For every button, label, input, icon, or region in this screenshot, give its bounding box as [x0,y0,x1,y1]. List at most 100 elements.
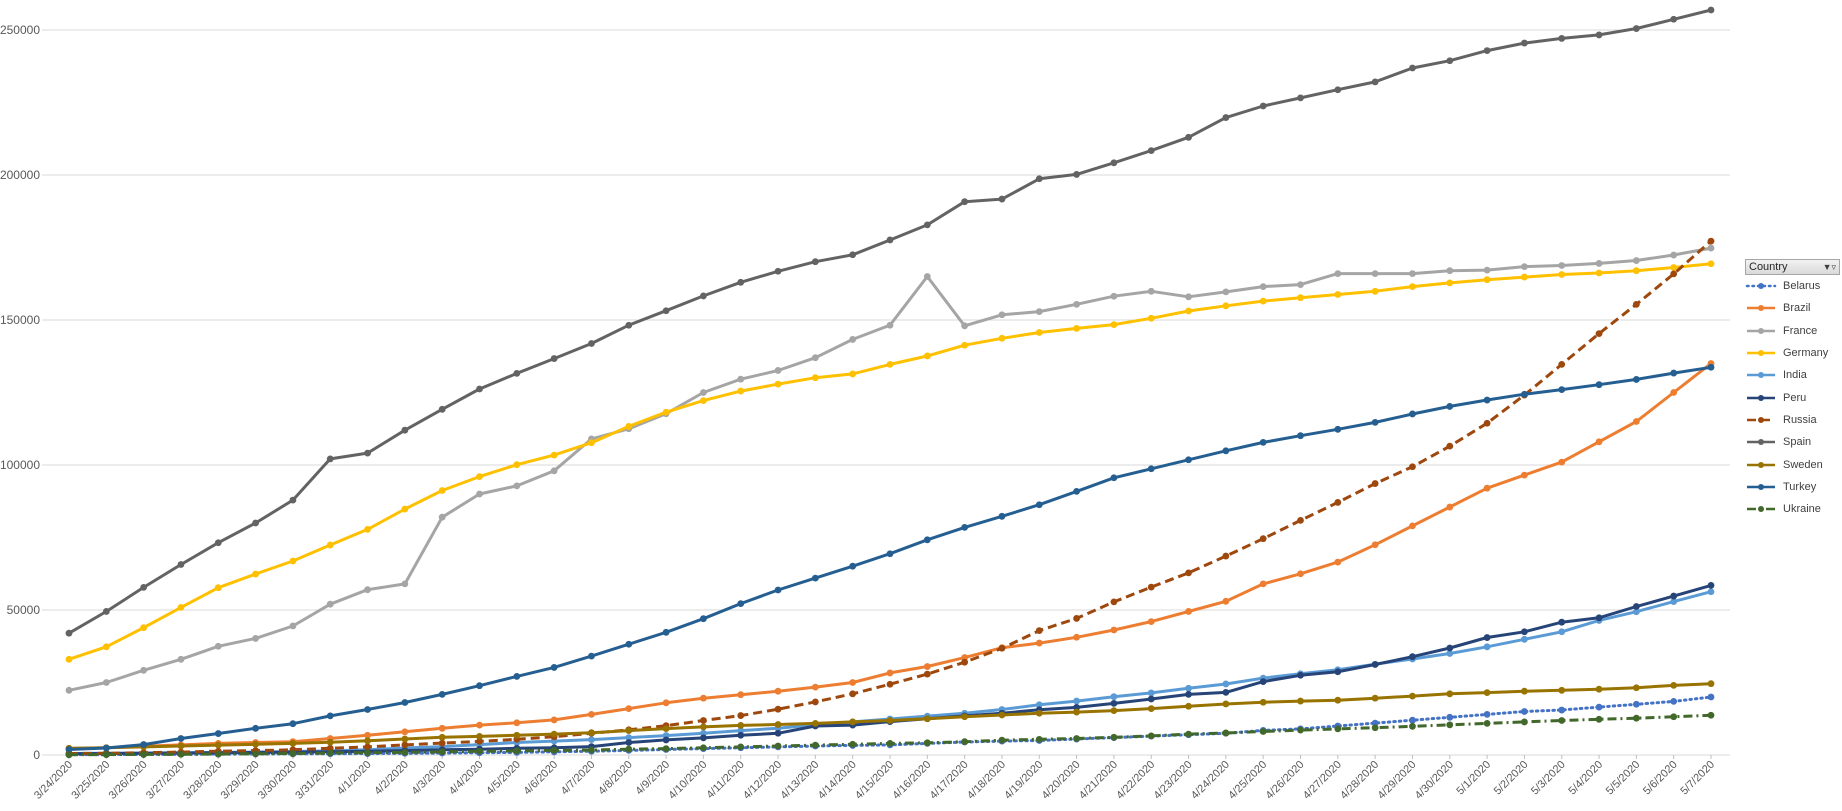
data-point [1521,263,1528,271]
data-point [1707,237,1715,245]
data-point [588,340,595,347]
x-tick-label: 4/17/2020 [928,759,971,802]
x-tick-label: 4/23/2020 [1152,759,1195,802]
data-point [1558,686,1566,694]
data-point [1707,680,1715,688]
data-point [774,721,782,728]
legend-item-peru[interactable]: Peru [1745,386,1840,408]
data-point [177,561,185,568]
data-point [1334,668,1342,676]
data-point [923,739,931,747]
data-point [1110,292,1118,300]
data-point [1371,661,1379,668]
data-point [1446,721,1454,729]
data-point [326,600,334,608]
data-point [550,467,558,475]
data-point [700,389,707,396]
legend-swatch [1747,416,1775,423]
y-axis-ticks: 0 50000 100000 150000 200000 250000 [0,23,40,762]
legend-swatch [1747,350,1775,357]
data-point [998,644,1006,652]
data-point [1670,270,1678,278]
legend-item-turkey[interactable]: Turkey [1745,476,1840,498]
data-point [1409,270,1416,277]
data-point [289,750,297,757]
data-point [662,725,670,733]
data-point [1110,733,1118,741]
data-point [65,751,73,759]
x-tick-label: 4/15/2020 [853,759,896,802]
data-point [1595,381,1603,389]
x-tick-label: 3/29/2020 [219,759,262,802]
data-point [1521,273,1528,281]
data-point [1521,39,1528,47]
legend-item-france[interactable]: France [1745,320,1840,342]
data-point [1185,608,1192,615]
data-point [65,655,73,663]
data-point [1595,330,1603,338]
series-line [68,239,1712,755]
legend-item-sweden[interactable]: Sweden [1745,453,1840,475]
data-point [998,711,1006,719]
data-point [1446,403,1454,410]
data-point [1147,732,1155,740]
data-point [1558,618,1566,626]
data-point [1297,697,1304,705]
data-point [364,749,371,757]
data-point [774,586,782,594]
data-point [1110,321,1118,329]
legend-item-russia[interactable]: Russia [1745,409,1840,431]
data-point [774,729,782,737]
data-point [588,711,595,718]
data-point [849,336,857,343]
data-point [401,426,409,434]
data-point [1222,688,1230,696]
legend-swatch [1745,283,1777,290]
x-tick-label: 4/18/2020 [965,759,1008,802]
legend-item-brazil[interactable]: Brazil [1745,297,1840,319]
data-point [1297,294,1304,302]
data-point [1035,175,1043,183]
data-point [401,741,409,749]
legend-item-india[interactable]: India [1745,364,1840,386]
data-point [476,385,483,393]
data-point [625,727,633,735]
data-point [1707,244,1715,252]
data-point [1259,678,1267,686]
legend-item-ukraine[interactable]: Ukraine [1745,498,1840,520]
data-point [774,705,782,713]
data-point [1670,389,1678,396]
legend-item-spain[interactable]: Spain [1745,431,1840,453]
legend-label: Brazil [1783,302,1811,315]
data-point [1632,418,1640,425]
legend-header[interactable]: Country ▼▿ [1745,259,1840,275]
data-point [1259,297,1267,305]
gridlines [42,29,1730,756]
legend-item-germany[interactable]: Germany [1745,342,1840,364]
data-point [252,635,259,642]
data-point [1558,458,1566,466]
data-point [737,722,745,729]
series-spain [65,6,1715,637]
data-point [1073,171,1080,178]
data-point [550,451,558,459]
data-point [811,741,819,749]
data-point [1409,463,1416,471]
data-point [1035,709,1043,717]
data-point [1371,724,1379,732]
data-point [849,370,857,378]
data-point [998,195,1006,203]
series-france [65,244,1715,694]
data-point [1297,726,1304,734]
data-point [923,352,931,360]
data-point [140,666,148,674]
data-point [513,482,521,490]
y-tick-label: 0 [33,748,40,762]
data-point [364,737,371,745]
data-point [923,715,931,723]
series-germany [65,260,1715,663]
legend-swatch [1747,372,1775,379]
legend-item-belarus[interactable]: Belarus [1745,275,1840,297]
data-point [1521,390,1528,398]
filter-dropdown-icon[interactable]: ▼▿ [1822,261,1836,272]
